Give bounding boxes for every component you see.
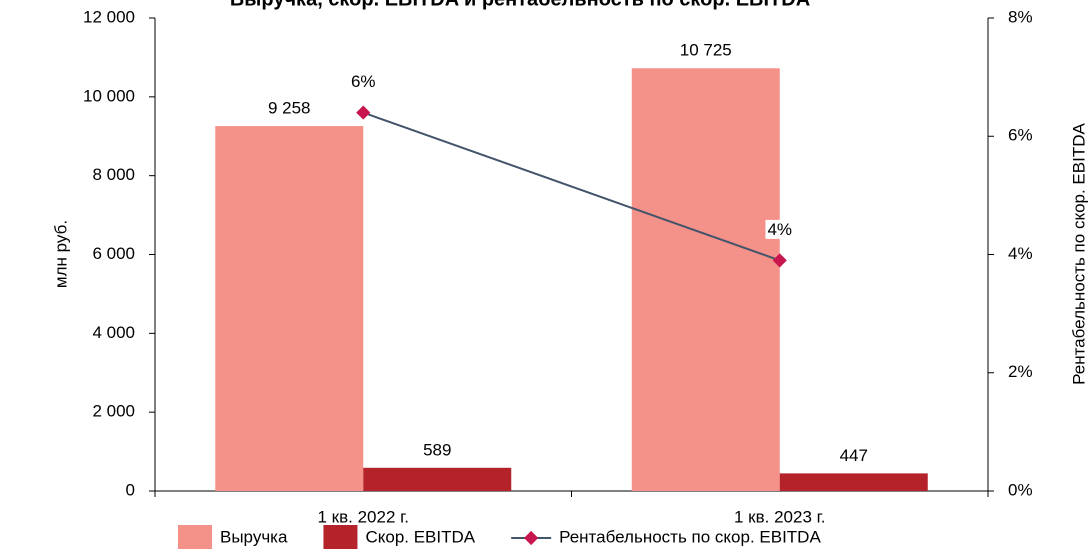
legend-swatch [323, 525, 358, 549]
label-bg [348, 72, 378, 92]
y-tick-label: 8 000 [92, 165, 135, 184]
y2-tick-label: 4% [1008, 244, 1033, 263]
legend-label: Рентабельность по скор. EBITDA [559, 527, 821, 546]
bar [631, 68, 780, 491]
bar-value-label: 589 [423, 440, 451, 459]
y2-tick-label: 0% [1008, 480, 1033, 499]
legend-label: Скор. EBITDA [365, 527, 475, 546]
x-tick-label: 1 кв. 2023 г. [734, 507, 825, 526]
y-tick-label: 10 000 [83, 86, 135, 105]
bar [215, 126, 364, 491]
chart-title: Выручка, скор. EBITDA и рентабельность п… [230, 0, 810, 10]
legend-swatch [178, 525, 212, 549]
legend-label: Выручка [220, 527, 288, 546]
line-series [362, 111, 781, 262]
bar [363, 467, 512, 491]
label-bg [765, 219, 795, 239]
y2-tick-label: 8% [1008, 7, 1033, 26]
y-tick-label: 6 000 [92, 244, 135, 263]
y-tick-label: 4 000 [92, 323, 135, 342]
line-marker [356, 105, 371, 120]
y2-tick-label: 2% [1008, 362, 1033, 381]
bar-value-label: 10 725 [680, 41, 732, 60]
y2-axis-label: Рентабельность по скор. EBITDA [1069, 123, 1088, 385]
line-value-label: 6% [351, 72, 376, 91]
line-value-label: 4% [767, 220, 792, 239]
bar-value-label: 447 [840, 446, 868, 465]
y-tick-label: 2 000 [92, 402, 135, 421]
x-tick-label: 1 кв. 2022 г. [318, 507, 409, 526]
bar [779, 473, 928, 491]
y2-tick-label: 6% [1008, 126, 1033, 145]
y-axis-label: млн руб. [51, 220, 70, 288]
legend-marker [524, 530, 539, 546]
line-marker [772, 253, 787, 268]
y-tick-label: 12 000 [83, 7, 135, 26]
bar-value-label: 9 258 [268, 99, 311, 118]
y-tick-label: 0 [126, 480, 135, 499]
